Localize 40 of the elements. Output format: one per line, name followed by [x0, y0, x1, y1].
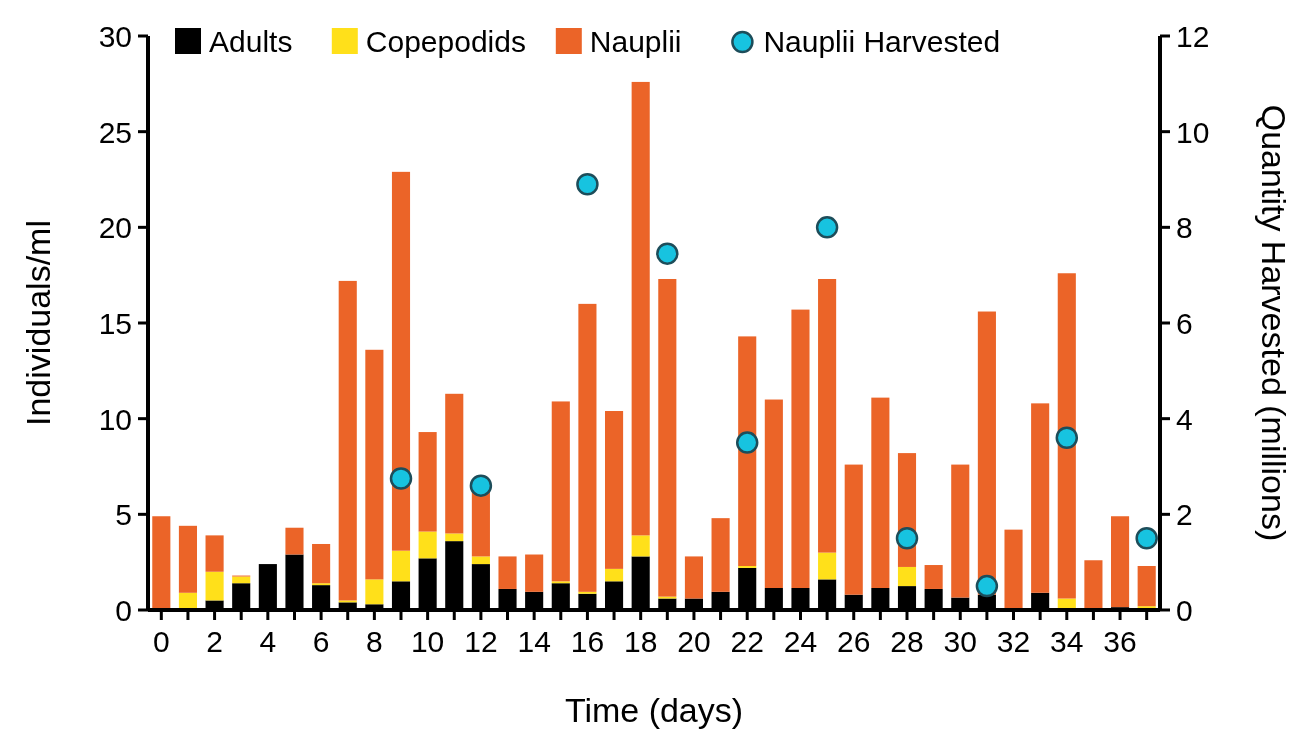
- y2-tick-label: 6: [1176, 307, 1193, 340]
- y2-tick-label: 2: [1176, 498, 1193, 532]
- x-tick-label: 18: [624, 625, 658, 658]
- y-tick-label: 15: [98, 307, 132, 340]
- x-tick-label: 10: [410, 625, 445, 658]
- x-tick-label: 26: [837, 625, 871, 658]
- x-axis-title: Time (days): [564, 691, 744, 729]
- y2-tick-label: 10: [1176, 115, 1210, 149]
- legend-label: Copepodids: [365, 25, 526, 58]
- x-tick-label: 2: [206, 625, 223, 658]
- legend-label: Nauplii Harvested: [763, 25, 1001, 58]
- y2-tick-label: 12: [1176, 20, 1210, 53]
- x-tick-label: 20: [677, 625, 711, 658]
- y-tick-label: 30: [98, 20, 132, 53]
- y-tick-label: 20: [98, 211, 132, 245]
- x-tick-label: 16: [570, 625, 605, 658]
- y-tick-label: 25: [98, 115, 132, 149]
- y2-tick-label: 4: [1176, 402, 1193, 436]
- y-tick-label: 10: [98, 402, 132, 436]
- y-axis-title: Individuals/ml: [19, 220, 57, 426]
- y2-axis-title: Quantity Harvested (millions): [1255, 104, 1293, 542]
- y-tick-label: 0: [115, 594, 132, 627]
- legend-label: Nauplii: [589, 25, 682, 58]
- x-tick-label: 22: [730, 625, 764, 658]
- x-tick-label: 36: [1103, 625, 1137, 658]
- x-tick-label: 34: [1050, 625, 1084, 658]
- y2-tick-label: 8: [1176, 211, 1193, 245]
- x-tick-label: 12: [464, 625, 498, 658]
- x-tick-label: 24: [783, 625, 818, 658]
- x-tick-label: 32: [996, 625, 1031, 658]
- y-tick-label: 5: [115, 498, 132, 532]
- x-tick-label: 0: [152, 625, 170, 658]
- legend-label: Adults: [209, 25, 293, 58]
- x-tick-label: 8: [366, 625, 383, 658]
- y2-tick-label: 0: [1176, 594, 1193, 627]
- x-tick-label: 28: [890, 625, 924, 658]
- x-tick-label: 6: [312, 625, 330, 658]
- x-tick-label: 14: [517, 625, 551, 658]
- x-tick-label: 30: [943, 625, 977, 658]
- x-tick-label: 4: [259, 625, 277, 658]
